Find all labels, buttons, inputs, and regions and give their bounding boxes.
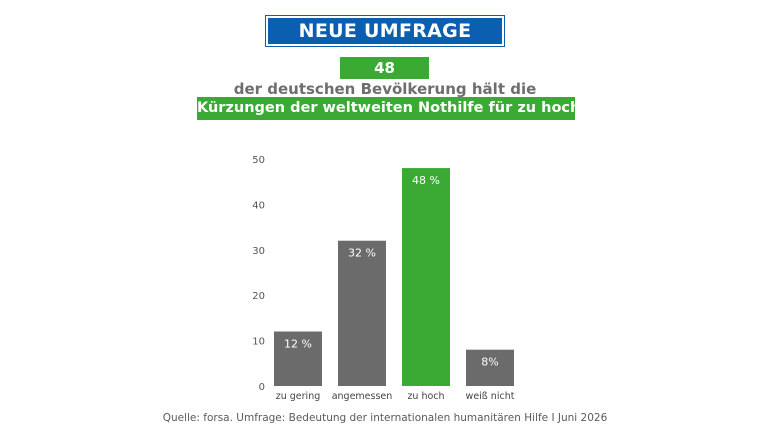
x-tick-label: angemessen <box>332 391 393 402</box>
highlight-percentage: 48 Prozent <box>340 57 429 99</box>
highlight-statement: Kürzungen der weltweiten Nothilfe für zu… <box>197 97 587 120</box>
subline: der deutschen Bevölkerung hält die <box>233 80 537 98</box>
y-tick-label: 20 <box>252 291 265 302</box>
bar-value-label: 8% <box>481 356 498 369</box>
bar <box>338 240 386 386</box>
headline-banner: NEUE UMFRAGE ZEIGT <box>265 15 505 68</box>
y-tick-label: 40 <box>252 200 265 211</box>
x-tick-label: weiß nicht <box>466 391 515 402</box>
bar <box>466 349 514 386</box>
source-note: Quelle: forsa. Umfrage: Bedeutung der in… <box>162 412 608 424</box>
y-tick-label: 30 <box>252 246 265 257</box>
y-tick-label: 50 <box>252 155 265 166</box>
x-tick-label: zu hoch <box>407 391 444 402</box>
y-tick-label: 10 <box>252 337 265 348</box>
bar-value-label: 12 % <box>284 338 312 351</box>
bar <box>274 331 322 386</box>
bar-value-label: 48 % <box>412 174 440 187</box>
bar <box>402 168 450 386</box>
bar-value-label: 32 % <box>348 247 376 260</box>
x-tick-label: zu gering <box>276 391 321 402</box>
y-tick-label: 0 <box>259 382 265 393</box>
